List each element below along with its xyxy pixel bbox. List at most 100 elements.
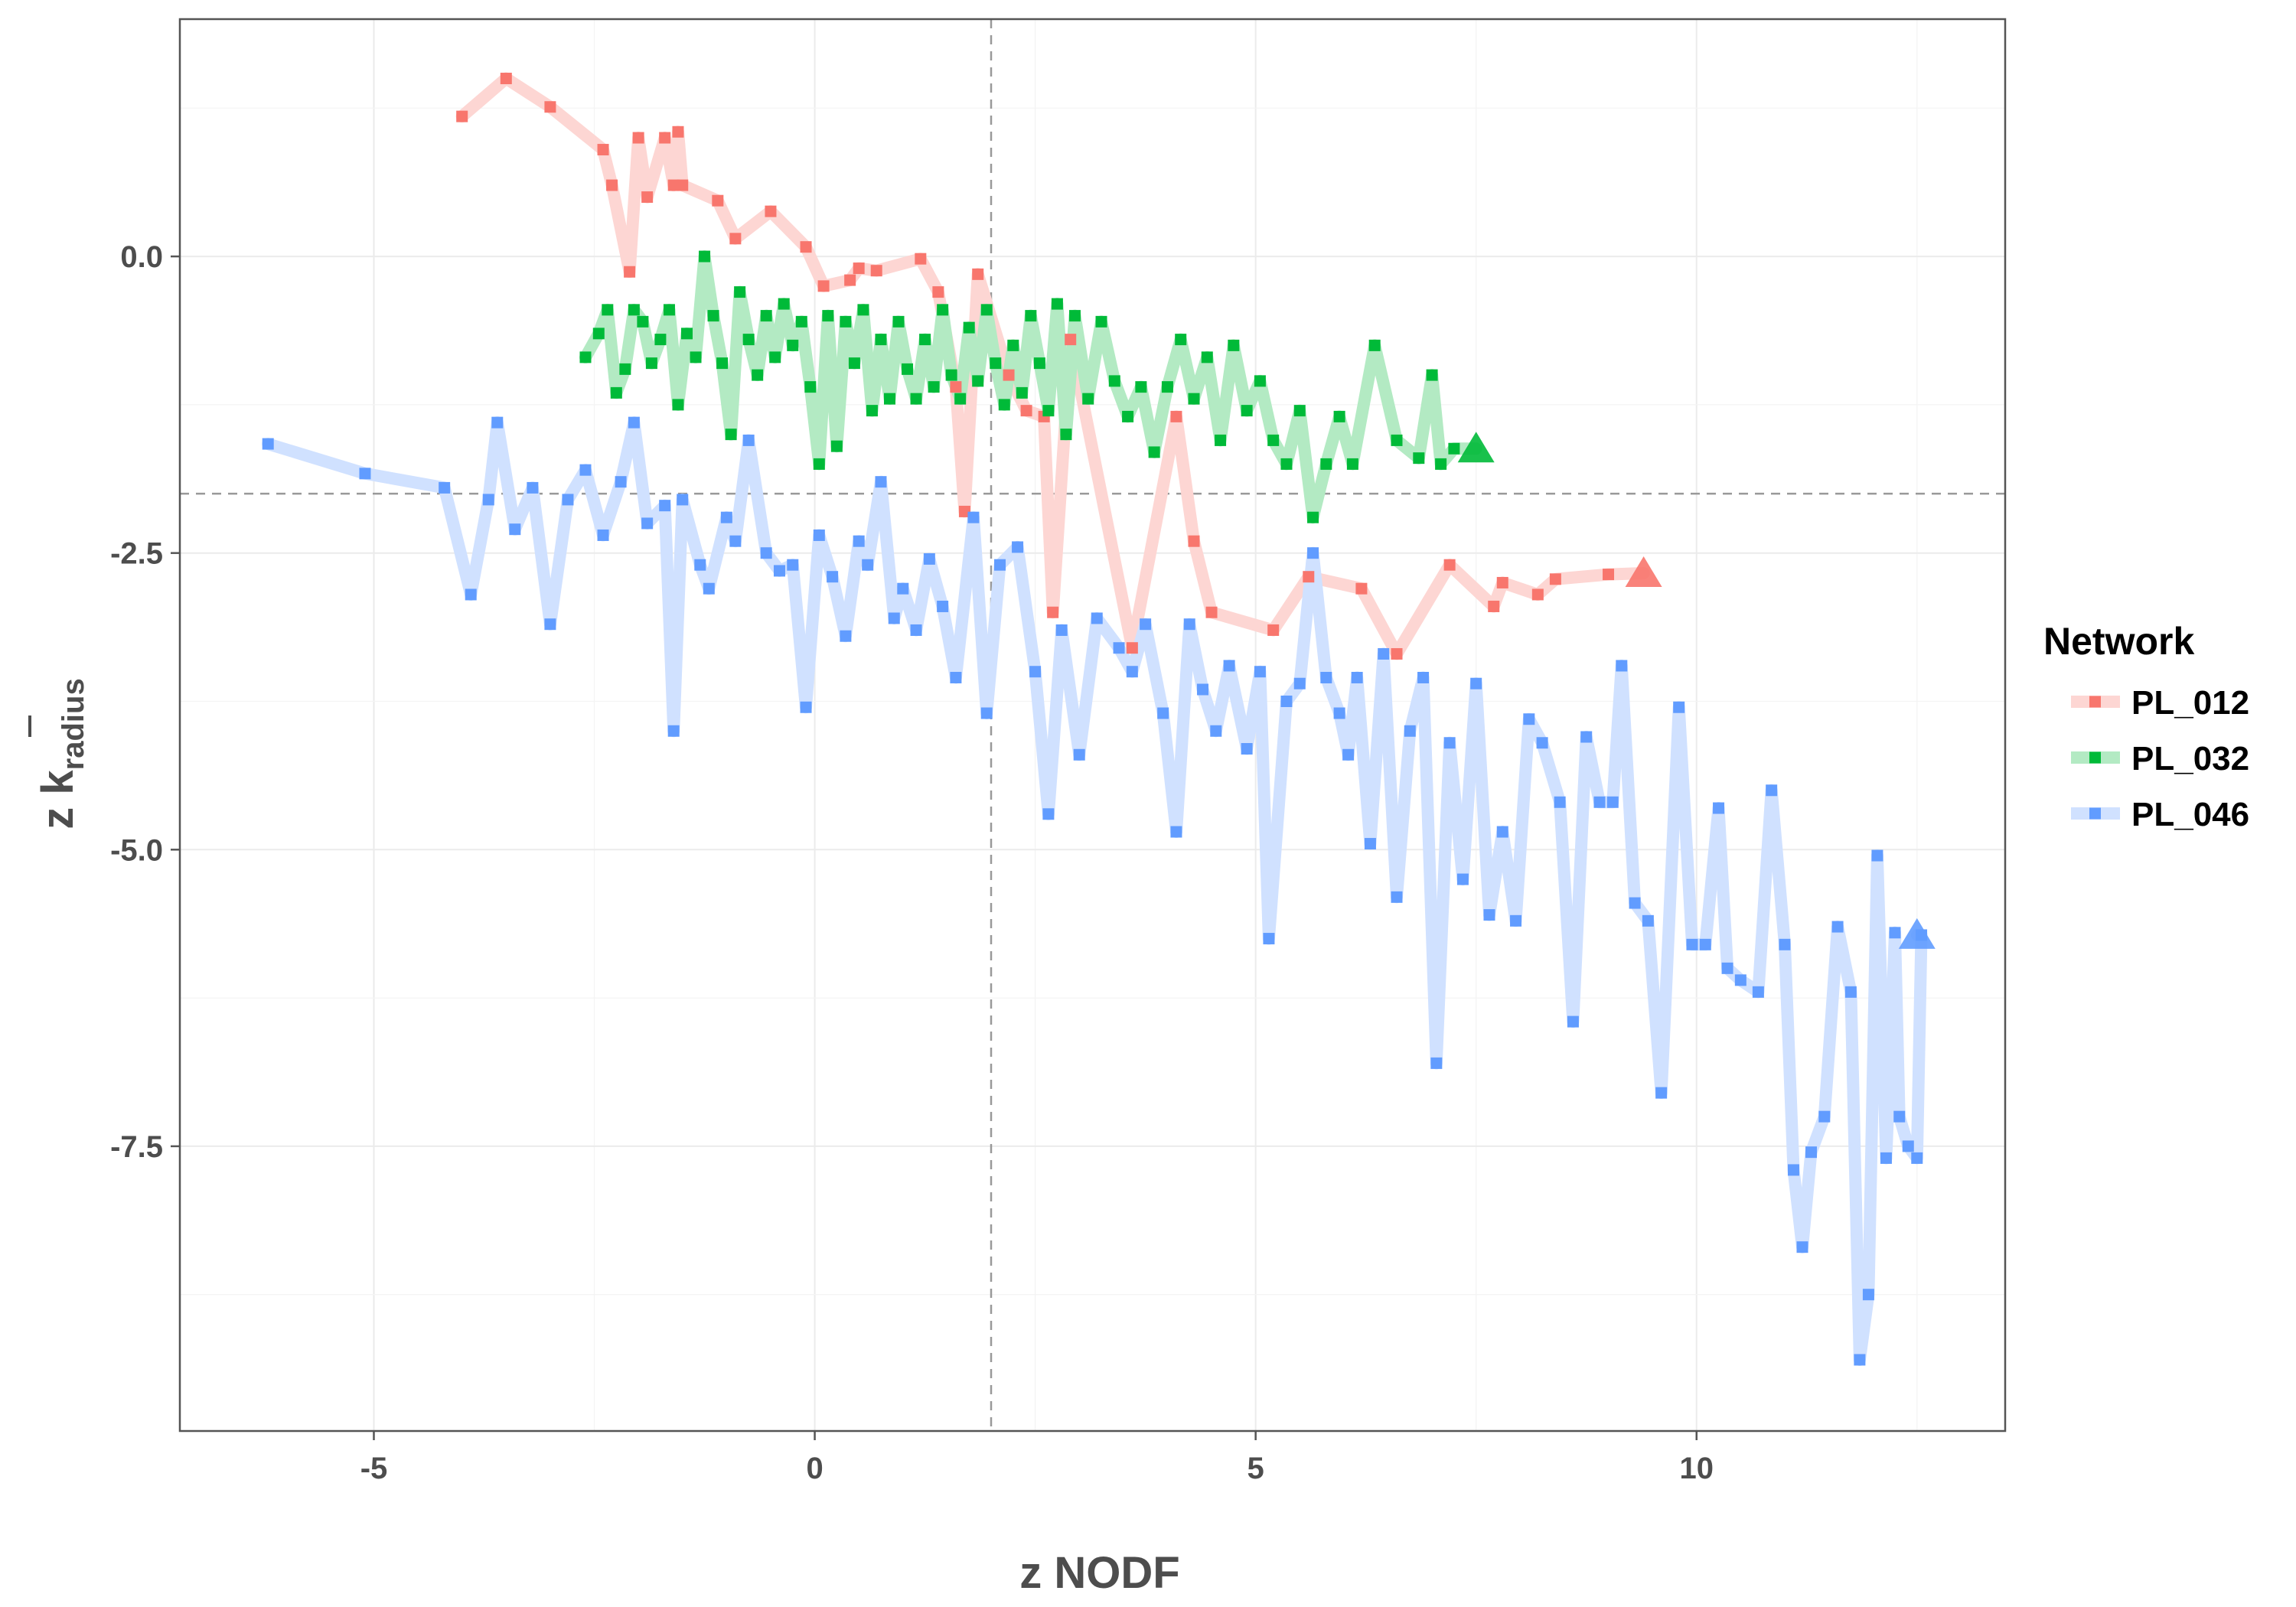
data-point [720, 511, 732, 523]
data-point [1629, 897, 1641, 909]
data-point [1430, 1057, 1443, 1069]
data-point [1126, 642, 1138, 654]
data-point [950, 671, 962, 683]
data-point [262, 438, 274, 450]
y-tick-label: -5.0 [110, 833, 163, 867]
data-point [1047, 606, 1059, 618]
data-point [1201, 351, 1213, 363]
data-point [1157, 707, 1169, 719]
data-point [579, 351, 592, 363]
data-point [1346, 458, 1358, 470]
data-point [500, 73, 512, 85]
data-point [1844, 986, 1857, 998]
series-layer [262, 72, 1936, 1366]
data-point [1320, 671, 1332, 683]
data-point [1051, 298, 1063, 310]
data-point [1241, 743, 1253, 755]
data-point [1342, 748, 1355, 761]
data-point [990, 357, 1002, 370]
data-point [769, 351, 781, 363]
x-tick-label: -5 [360, 1452, 388, 1485]
data-point [610, 386, 622, 399]
data-point [1303, 571, 1315, 583]
data-point [1456, 873, 1469, 885]
data-point [641, 191, 654, 204]
data-point [1699, 938, 1711, 950]
data-point [1831, 921, 1844, 933]
data-point [1642, 914, 1654, 927]
data-point [1307, 547, 1319, 559]
data-point [910, 393, 922, 405]
data-point [888, 612, 900, 624]
data-point [1871, 849, 1883, 862]
data-point [1003, 369, 1015, 381]
data-point [857, 304, 869, 316]
data-point [1135, 381, 1147, 393]
data-point [544, 618, 556, 631]
data-point [760, 310, 772, 322]
data-point [787, 559, 799, 571]
data-point [1796, 1241, 1808, 1253]
svg-text:z kradius: z kradius [33, 678, 90, 829]
data-point [1065, 334, 1077, 346]
data-point [659, 132, 671, 144]
legend-label: PL_046 [2131, 796, 2249, 833]
data-point [830, 440, 843, 452]
data-point [606, 179, 618, 191]
data-point [1170, 410, 1182, 422]
data-point [1470, 677, 1482, 689]
data-point [1293, 405, 1306, 417]
data-point [1911, 1152, 1923, 1164]
data-point [1567, 1015, 1579, 1028]
legend-key-marker [2089, 807, 2101, 820]
series-markers [262, 73, 1936, 1366]
data-point [840, 630, 852, 642]
data-point [654, 334, 667, 346]
data-point [742, 334, 755, 346]
data-point [1170, 826, 1182, 838]
data-point [773, 565, 785, 577]
data-point [1333, 410, 1345, 422]
data-point [1713, 802, 1725, 814]
data-point [910, 624, 922, 636]
data-point [1140, 618, 1152, 631]
data-point [1060, 429, 1072, 441]
data-point [1307, 511, 1319, 523]
data-point [1752, 986, 1764, 998]
data-point [707, 310, 719, 322]
data-point [677, 494, 689, 506]
data-point [1029, 666, 1042, 678]
y-tick-label: -2.5 [110, 537, 163, 571]
data-point [1426, 369, 1438, 381]
legend-item-PL_012: PL_012 [2071, 684, 2249, 722]
panel-border [178, 18, 2007, 1433]
data-point [1241, 405, 1253, 417]
data-point [1554, 796, 1566, 808]
data-point [937, 600, 949, 612]
data-point [1443, 559, 1456, 571]
data-point [1126, 666, 1138, 678]
data-point [787, 339, 799, 351]
data-point [853, 262, 865, 275]
data-point [1580, 731, 1593, 743]
legend-label: PL_012 [2131, 684, 2249, 722]
final-point-marker [1457, 432, 1495, 463]
data-point [954, 393, 967, 405]
series-points-PL_032 [579, 250, 1495, 523]
data-point [1404, 725, 1416, 737]
data-point [813, 529, 825, 541]
data-point [456, 110, 468, 122]
data-point [1854, 1354, 1866, 1366]
data-point [1210, 725, 1222, 737]
data-point [491, 416, 504, 429]
data-point [1042, 405, 1055, 417]
data-point [742, 434, 755, 446]
data-point [817, 280, 830, 292]
data-point [1042, 808, 1055, 820]
data-point [1488, 600, 1500, 612]
data-point [1333, 707, 1345, 719]
data-point [1267, 624, 1280, 636]
data-point [1391, 647, 1403, 660]
data-point [637, 315, 649, 328]
